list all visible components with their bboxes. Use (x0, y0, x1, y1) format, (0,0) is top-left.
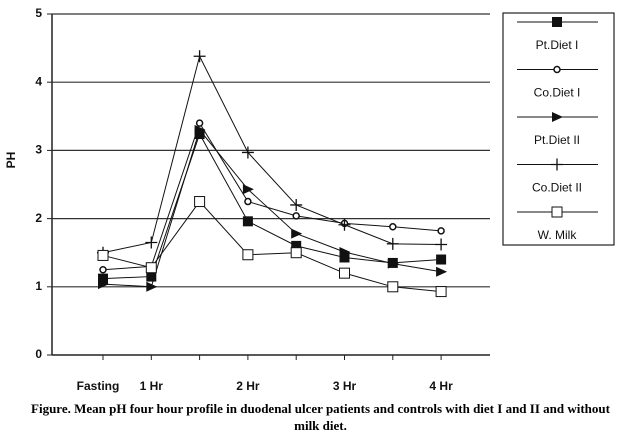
x-tick-label: 3 Hr (333, 379, 357, 393)
marker (435, 286, 447, 298)
marker (291, 240, 302, 251)
marker (145, 236, 158, 249)
marker (194, 124, 206, 135)
marker (146, 281, 158, 292)
marker (98, 279, 109, 290)
marker (339, 252, 350, 263)
marker (437, 227, 445, 235)
marker (387, 281, 399, 293)
y-axis-label: PH (4, 152, 18, 169)
marker (242, 184, 254, 195)
marker (339, 267, 350, 279)
marker (552, 17, 562, 27)
legend-label: Pt.Diet I (536, 38, 579, 52)
marker (551, 158, 563, 171)
marker (290, 247, 302, 259)
marker (99, 266, 107, 274)
marker (194, 196, 206, 208)
y-tick-label: 2 (35, 211, 42, 225)
y-tick-label: 5 (35, 6, 42, 20)
marker (436, 266, 448, 277)
marker (98, 273, 108, 284)
caption: Figure. Mean pH four hour profile in duo… (31, 401, 610, 433)
marker (195, 119, 204, 127)
marker (194, 129, 205, 140)
marker (292, 212, 300, 220)
x-tick-label: Fasting (77, 379, 120, 393)
marker (145, 262, 157, 274)
marker (146, 271, 157, 282)
x-tick-label: 4 Hr (429, 379, 453, 393)
legend-label: Co.Diet I (534, 86, 581, 100)
marker (387, 258, 399, 269)
y-tick-label: 4 (35, 74, 42, 88)
line (102, 54, 442, 254)
marker (242, 249, 254, 261)
marker (290, 198, 303, 211)
marker (242, 216, 253, 227)
legend-label: Co.Diet II (532, 181, 582, 195)
marker (97, 249, 109, 261)
marker (552, 112, 563, 122)
legend-box (502, 12, 615, 246)
marker (551, 206, 563, 218)
marker (338, 218, 351, 231)
marker (244, 197, 252, 206)
line (102, 121, 442, 271)
marker (241, 146, 254, 159)
marker (193, 50, 206, 63)
y-tick-label: 3 (35, 143, 42, 157)
marker (553, 65, 561, 74)
line (102, 200, 442, 293)
marker (389, 223, 397, 231)
marker (436, 254, 447, 265)
x-tick-label: 2 Hr (236, 379, 260, 393)
x-tick-label: 1 Hr (140, 379, 164, 393)
marker (339, 247, 351, 258)
y-tick-label: 0 (35, 347, 42, 361)
legend-label: W. Milk (538, 228, 578, 242)
marker (435, 238, 448, 251)
line (102, 128, 442, 288)
caption-box: Figure. Mean pH four hour profile in duo… (31, 401, 610, 433)
y-tick-label: 1 (35, 279, 42, 293)
legend-label: Pt.Diet II (534, 133, 580, 147)
marker (386, 237, 399, 250)
marker (291, 228, 303, 239)
